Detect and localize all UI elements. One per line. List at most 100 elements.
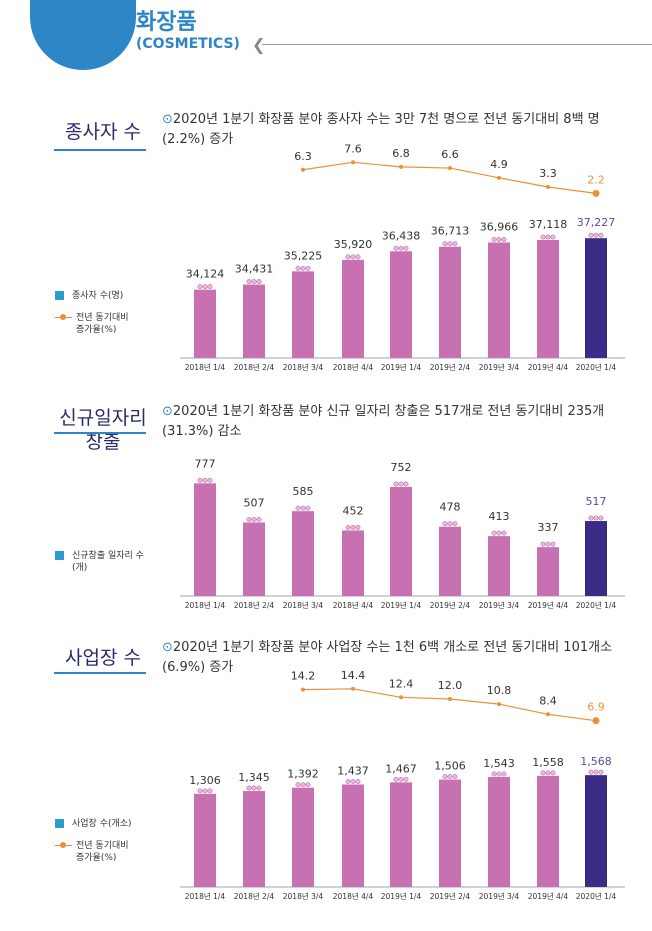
legend-bar-text-2: (개) <box>72 563 88 573</box>
section-subtitle: (COSMETICS) <box>136 36 240 52</box>
bar <box>488 536 510 596</box>
legend-bar-text: 종사자 수(명) <box>72 291 124 301</box>
figure-icon <box>593 515 599 521</box>
legend-square-icon <box>55 819 64 828</box>
growth-rate-label: 6.8 <box>392 147 410 160</box>
bar-value-label: 1,306 <box>189 774 221 787</box>
figure-icon <box>393 245 399 251</box>
figure-icon <box>452 241 458 247</box>
x-tick-label: 2019년 2/4 <box>430 600 471 610</box>
figure-icon <box>550 234 556 240</box>
x-tick-label: 2018년 2/4 <box>234 891 275 901</box>
bullet-icon: ⊙ <box>162 112 173 127</box>
bar-value-label: 1,506 <box>434 760 466 773</box>
bar-value-label: 1,543 <box>483 757 515 770</box>
header-divider <box>262 44 652 45</box>
figure-icon <box>197 788 203 794</box>
bar-value-label: 1,568 <box>580 755 612 768</box>
figure-icon <box>256 517 262 522</box>
arrow-left-icon: ❮ <box>252 35 266 54</box>
growth-rate-point <box>301 167 305 172</box>
bar-value-label: 1,467 <box>385 762 417 775</box>
figure-icon <box>496 771 502 777</box>
growth-rate-label: 2.2 <box>587 173 605 186</box>
figure-icon <box>305 782 311 788</box>
figure-icon <box>398 245 404 251</box>
x-tick-label: 2019년 2/4 <box>430 362 471 372</box>
figure-icon <box>207 284 213 290</box>
section-number-badge: 04 <box>30 0 136 70</box>
figure-icon <box>442 774 448 780</box>
figure-icon <box>442 241 448 247</box>
bar <box>243 791 265 887</box>
growth-rate-label: 4.9 <box>490 158 508 171</box>
figure-icon <box>496 530 502 536</box>
bar <box>390 486 412 596</box>
x-tick-label: 2019년 4/4 <box>528 362 569 372</box>
bar-value-label: 452 <box>343 504 364 517</box>
bar <box>342 530 364 596</box>
growth-rate-point <box>399 164 403 169</box>
bar-value-label: 37,227 <box>577 216 616 229</box>
figure-icon <box>588 515 594 521</box>
bar-value-label: 777 <box>195 457 216 470</box>
figure-icon <box>305 265 311 271</box>
bar <box>194 483 216 596</box>
bar-value-label: 35,920 <box>334 238 373 251</box>
figure-icon <box>345 525 351 530</box>
growth-rate-label: 12.4 <box>389 677 414 690</box>
bar-value-label: 507 <box>244 496 265 509</box>
x-tick-label: 2018년 4/4 <box>333 600 374 610</box>
x-tick-label: 2018년 1/4 <box>185 891 226 901</box>
figure-icon <box>550 541 556 547</box>
figure-icon <box>403 776 409 782</box>
figure-icon <box>202 477 208 483</box>
figure-icon <box>540 541 546 547</box>
growth-rate-label: 14.4 <box>341 670 366 682</box>
figure-icon <box>202 788 208 794</box>
bar-value-label: 34,124 <box>186 268 225 281</box>
legend-line-text-2: 증가율(%) <box>76 325 117 335</box>
figure-icon <box>540 770 546 776</box>
bar <box>390 251 412 358</box>
figure-icon <box>251 785 257 791</box>
employees-description: ⊙2020년 1분기 화장품 분야 종사자 수는 3만 7천 명으로 전년 동기… <box>162 110 600 150</box>
bar <box>585 775 607 887</box>
growth-rate-point <box>448 166 452 171</box>
figure-icon <box>496 237 502 242</box>
figure-icon <box>202 284 208 290</box>
x-tick-label: 2018년 1/4 <box>185 362 226 372</box>
bar <box>194 289 216 358</box>
x-tick-label: 2018년 4/4 <box>333 362 374 372</box>
figure-icon <box>197 284 203 290</box>
figure-icon <box>588 232 594 238</box>
employees-chart: 34,124 2018년 1/4 34,431 2018년 2/4 35,225 2018… <box>180 142 625 372</box>
growth-rate-label: 14.2 <box>291 670 316 683</box>
figure-icon <box>447 774 453 780</box>
bar <box>194 793 216 887</box>
jobs-desc-line2: (31.3%) 감소 <box>162 424 242 439</box>
workplaces-legend: 사업장 수(개소) 전년 동기대비 증가율(%) <box>55 818 132 874</box>
figure-icon <box>345 254 351 260</box>
bar <box>537 547 559 596</box>
figure-icon <box>593 232 599 238</box>
legend-line-text-1: 전년 동기대비 <box>76 841 129 851</box>
figure-icon <box>593 769 599 775</box>
figure-icon <box>295 265 301 271</box>
figure-icon <box>300 782 306 788</box>
figure-icon <box>540 234 546 240</box>
jobs-legend: 신규창출 일자리 수 (개) <box>55 550 144 584</box>
bar-value-label: 337 <box>538 521 559 534</box>
figure-icon <box>300 265 306 271</box>
legend-line-entry: 전년 동기대비 증가율(%) <box>55 840 132 864</box>
growth-rate-label: 8.4 <box>539 694 557 707</box>
figure-icon <box>295 782 301 788</box>
jobs-label-line-1: 신규일자리 <box>59 407 147 429</box>
employees-legend: 종사자 수(명) 전년 동기대비 증가율(%) <box>55 290 129 346</box>
x-tick-label: 2019년 3/4 <box>479 891 520 901</box>
x-tick-label: 2019년 4/4 <box>528 891 569 901</box>
figure-icon <box>452 521 458 527</box>
bar <box>585 238 607 358</box>
figure-icon <box>398 481 404 487</box>
jobs-label-underline <box>54 432 146 434</box>
